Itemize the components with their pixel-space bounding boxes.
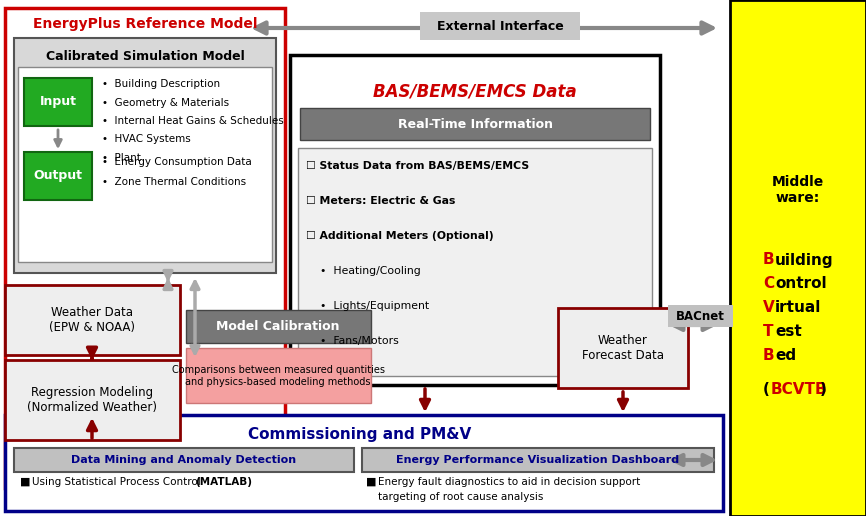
Text: C: C: [763, 277, 774, 292]
Text: •  Internal Heat Gains & Schedules: • Internal Heat Gains & Schedules: [102, 116, 284, 126]
Text: ☐ Meters: Electric & Gas: ☐ Meters: Electric & Gas: [306, 196, 456, 206]
Text: BCVTB: BCVTB: [771, 382, 828, 397]
Text: Calibrated Simulation Model: Calibrated Simulation Model: [46, 51, 244, 63]
Bar: [14, 448, 354, 472]
Bar: [558, 308, 688, 388]
Text: Weather Data
(EPW & NOAA): Weather Data (EPW & NOAA): [49, 306, 135, 334]
Text: ■: ■: [20, 477, 30, 487]
Text: •  Heating/Cooling: • Heating/Cooling: [306, 266, 421, 276]
Text: est: est: [775, 325, 802, 340]
Bar: [730, 0, 866, 516]
Text: (: (: [763, 382, 770, 397]
Text: •  HVAC Systems: • HVAC Systems: [102, 135, 191, 144]
Text: Middle
ware:: Middle ware:: [772, 175, 824, 205]
Bar: [5, 360, 180, 440]
Text: ■: ■: [366, 477, 377, 487]
Text: targeting of root cause analysis: targeting of root cause analysis: [378, 492, 543, 502]
Bar: [186, 310, 371, 343]
Text: ☐ Status Data from BAS/BEMS/EMCS: ☐ Status Data from BAS/BEMS/EMCS: [306, 161, 529, 171]
Text: Energy Performance Visualization Dashboard: Energy Performance Visualization Dashboa…: [397, 455, 680, 465]
Text: Real-Time Information: Real-Time Information: [397, 118, 553, 131]
Text: Output: Output: [34, 169, 82, 183]
Text: ☐ Additional Meters (Optional): ☐ Additional Meters (Optional): [306, 231, 494, 241]
Text: EnergyPlus Reference Model: EnergyPlus Reference Model: [33, 17, 257, 31]
Text: Model Calibration: Model Calibration: [216, 320, 339, 333]
Bar: [186, 348, 371, 403]
Text: Energy fault diagnostics to aid in decision support: Energy fault diagnostics to aid in decis…: [378, 477, 640, 487]
Bar: [290, 55, 660, 385]
Text: B: B: [763, 252, 774, 267]
Text: ): ): [820, 382, 827, 397]
Text: External Interface: External Interface: [436, 20, 564, 33]
Bar: [362, 448, 714, 472]
Text: T: T: [763, 325, 773, 340]
Text: Comparisons between measured quantities
and physics-based modeling methods: Comparisons between measured quantities …: [171, 365, 385, 387]
Bar: [24, 152, 92, 200]
Text: BAS/BEMS/EMCS Data: BAS/BEMS/EMCS Data: [373, 83, 577, 101]
Bar: [298, 148, 652, 376]
Text: •  Energy Consumption Data: • Energy Consumption Data: [102, 157, 252, 167]
Text: •  Plant: • Plant: [102, 153, 141, 163]
Bar: [18, 67, 272, 262]
Bar: [5, 285, 180, 355]
Text: (MATLAB): (MATLAB): [195, 477, 252, 487]
Text: irtual: irtual: [775, 300, 821, 315]
Text: Using Statistical Process Control: Using Statistical Process Control: [32, 477, 204, 487]
Text: Weather
Forecast Data: Weather Forecast Data: [582, 334, 664, 362]
Text: Regression Modeling
(Normalized Weather): Regression Modeling (Normalized Weather): [27, 386, 157, 414]
Text: Data Mining and Anomaly Detection: Data Mining and Anomaly Detection: [71, 455, 296, 465]
Text: Commissioning and PM&V: Commissioning and PM&V: [249, 427, 472, 443]
Bar: [668, 305, 733, 327]
Bar: [5, 415, 723, 511]
Bar: [420, 12, 580, 40]
Text: V: V: [763, 300, 775, 315]
Bar: [5, 8, 285, 488]
Bar: [300, 108, 650, 140]
Text: B: B: [763, 348, 774, 363]
Text: ontrol: ontrol: [775, 277, 827, 292]
Text: BACnet: BACnet: [675, 310, 725, 322]
Text: •  Building Description: • Building Description: [102, 79, 220, 89]
Text: ed: ed: [775, 348, 796, 363]
Bar: [24, 78, 92, 126]
Text: •  Zone Thermal Conditions: • Zone Thermal Conditions: [102, 177, 246, 187]
Text: Input: Input: [40, 95, 76, 108]
Text: •  Fans/Motors: • Fans/Motors: [306, 336, 398, 346]
Text: uilding: uilding: [775, 252, 834, 267]
Bar: [14, 38, 276, 273]
Text: •  Lights/Equipment: • Lights/Equipment: [306, 301, 430, 311]
Text: •  Geometry & Materials: • Geometry & Materials: [102, 98, 229, 107]
